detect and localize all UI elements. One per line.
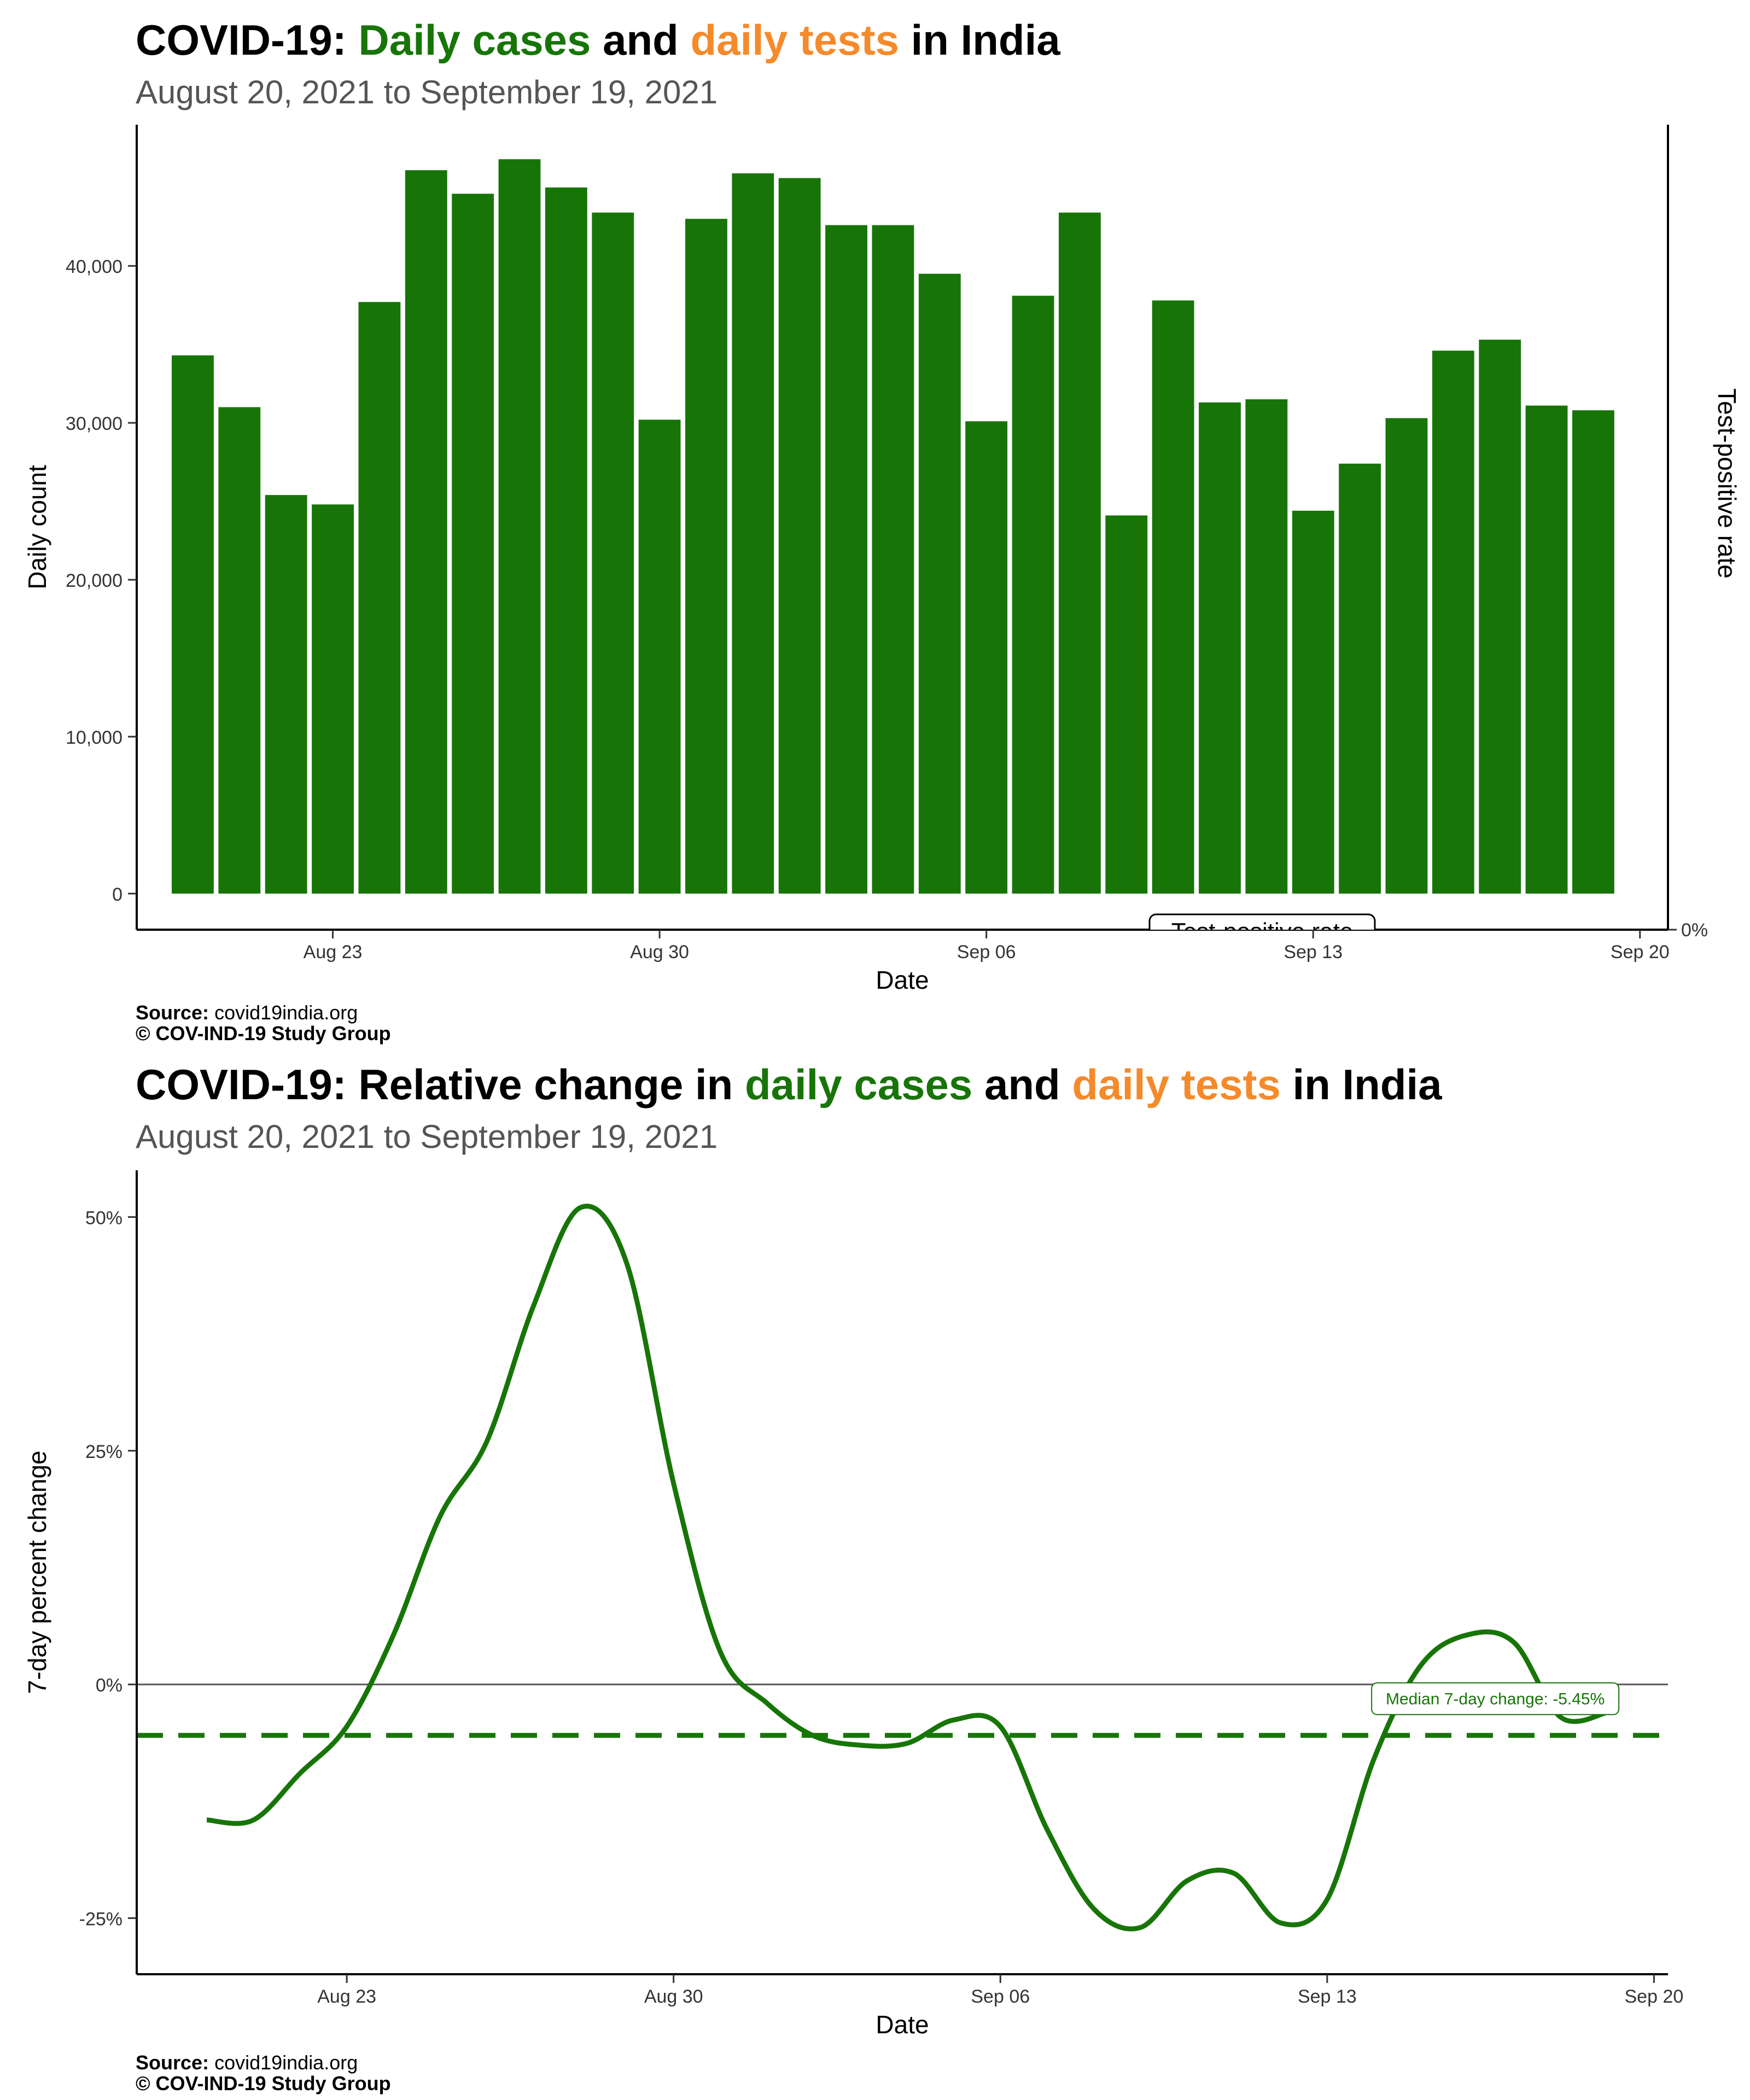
chart1-subtitle: August 20, 2021 to September 19, 2021: [136, 74, 718, 110]
x-tick-label-1: Aug 30: [630, 942, 689, 962]
bar-2021-09-02: [778, 178, 821, 894]
tpr-legend-border: [1148, 913, 1376, 930]
bar-2021-09-11: [1199, 402, 1241, 894]
bar-2021-09-16: [1432, 351, 1474, 894]
y-tick-label-1: 10,000: [66, 727, 122, 748]
chart1-title-tests: daily tests: [690, 16, 899, 64]
bar-2021-09-05: [918, 273, 961, 894]
cases-change-line: [206, 1204, 1608, 1932]
chart1-source: Source: covid19india.org: [136, 1002, 358, 1023]
median-label-text: Median 7-day change: -5.45%: [1386, 1690, 1605, 1708]
chart1-source-label: Source:: [136, 1001, 209, 1024]
bar-2021-09-14: [1339, 463, 1381, 894]
bar-2021-09-10: [1152, 300, 1194, 894]
bar-2021-08-25: [405, 170, 447, 894]
bar-2021-09-01: [732, 173, 774, 894]
chart2-title-mid: and: [972, 1060, 1072, 1109]
chart2-source: Source: covid19india.org: [136, 2052, 358, 2073]
x-tick-label-0: Aug 23: [304, 942, 363, 962]
bar-2021-09-08: [1058, 212, 1101, 894]
chart1-title-mid: and: [591, 16, 691, 64]
x-tick-label-4: Sep 20: [1611, 942, 1670, 962]
bar-2021-08-29: [592, 212, 634, 894]
bar-2021-09-06: [965, 421, 1008, 894]
chart1-title-prefix: COVID-19:: [136, 16, 359, 64]
bar-2021-09-04: [872, 225, 914, 894]
bar-2021-08-20: [172, 355, 214, 894]
x-tick-label-1: Aug 30: [644, 1986, 703, 2007]
chart1-title: COVID-19: Daily cases and daily tests in…: [136, 15, 1060, 65]
chart1-title-suffix: in India: [899, 16, 1060, 64]
daily-cases-bar-chart: 0 10,000 20,000 30,000 40,000 Aug 23 Aug 30 Sep…: [23, 125, 1741, 994]
bar-2021-09-18: [1525, 405, 1568, 894]
relative-change-line-chart: Median 7-day change: -5.45% -25% 0% 25% 50% A…: [23, 1170, 1684, 2039]
bar-2021-09-09: [1105, 515, 1148, 894]
chart2-title-prefix: COVID-19: Relative change in: [136, 1060, 745, 1109]
chart2-subtitle: August 20, 2021 to September 19, 2021: [136, 1118, 718, 1155]
chart1-source-value: covid19india.org: [214, 1001, 358, 1024]
bar-2021-09-12: [1245, 399, 1288, 894]
bar-2021-08-26: [452, 194, 494, 894]
relative-change-chart-panel: COVID-19: Relative change in daily cases…: [0, 1045, 1750, 2100]
bar-2021-08-27: [498, 159, 541, 894]
y-tick-label-1: 0%: [96, 1675, 122, 1696]
y2-axis-title: Test-positive rate: [1713, 388, 1741, 579]
y-tick-label-0: -25%: [79, 1909, 122, 1929]
bar-2021-08-28: [545, 187, 587, 894]
y-axis-title: 7-day percent change: [23, 1451, 51, 1694]
daily-cases-chart-panel: COVID-19: Daily cases and daily tests in…: [0, 0, 1750, 1045]
bar-2021-08-24: [358, 302, 401, 894]
y-tick-label-4: 40,000: [66, 256, 122, 277]
x-tick-label-0: Aug 23: [317, 1986, 376, 2007]
chart2-title: COVID-19: Relative change in daily cases…: [136, 1060, 1442, 1110]
bar-2021-09-15: [1385, 418, 1428, 894]
bar-2021-08-22: [265, 495, 307, 894]
chart1-copyright: © COV-IND-19 Study Group: [136, 1022, 391, 1045]
bar-2021-09-07: [1012, 295, 1054, 894]
bar-2021-09-17: [1479, 340, 1521, 894]
chart2-source-value: covid19india.org: [214, 2051, 358, 2074]
x-axis-title: Date: [876, 966, 929, 994]
y-tick-label-2: 20,000: [66, 570, 122, 591]
chart2-title-suffix: in India: [1280, 1060, 1442, 1109]
chart1-title-cases: Daily cases: [358, 16, 591, 64]
y-tick-label-3: 30,000: [66, 413, 122, 434]
y2-tick-label-0: 0%: [1681, 920, 1708, 941]
tpr-legend-box: Test-positive rate: [1148, 913, 1376, 945]
x-tick-label-3: Sep 13: [1284, 942, 1343, 962]
bar-2021-08-23: [312, 504, 354, 894]
chart2-source-label: Source:: [136, 2051, 209, 2074]
x-axis-title: Date: [876, 2010, 929, 2039]
y-axis-title: Daily count: [23, 465, 51, 590]
chart2-title-tests: daily tests: [1072, 1060, 1281, 1109]
x-tick-label-3: Sep 13: [1298, 1986, 1357, 2007]
x-tick-label-2: Sep 06: [957, 942, 1016, 962]
y-tick-label-0: 0: [112, 884, 122, 905]
bar-2021-08-30: [638, 419, 681, 894]
y-tick-label-2: 25%: [85, 1442, 122, 1462]
y-tick-label-3: 50%: [85, 1208, 122, 1228]
bar-2021-08-21: [218, 407, 261, 894]
x-tick-label-4: Sep 20: [1625, 1986, 1684, 2007]
x-tick-label-2: Sep 06: [971, 1986, 1030, 2007]
bar-2021-08-31: [685, 219, 727, 894]
bar-2021-09-03: [825, 225, 867, 894]
bar-2021-09-19: [1572, 410, 1614, 894]
median-label-box: [1371, 1682, 1620, 1716]
bar-2021-09-13: [1292, 510, 1334, 894]
chart2-copyright: © COV-IND-19 Study Group: [136, 2072, 391, 2095]
tpr-legend-text: Test-positive rate: [1171, 918, 1354, 945]
chart2-title-cases: daily cases: [744, 1060, 973, 1109]
